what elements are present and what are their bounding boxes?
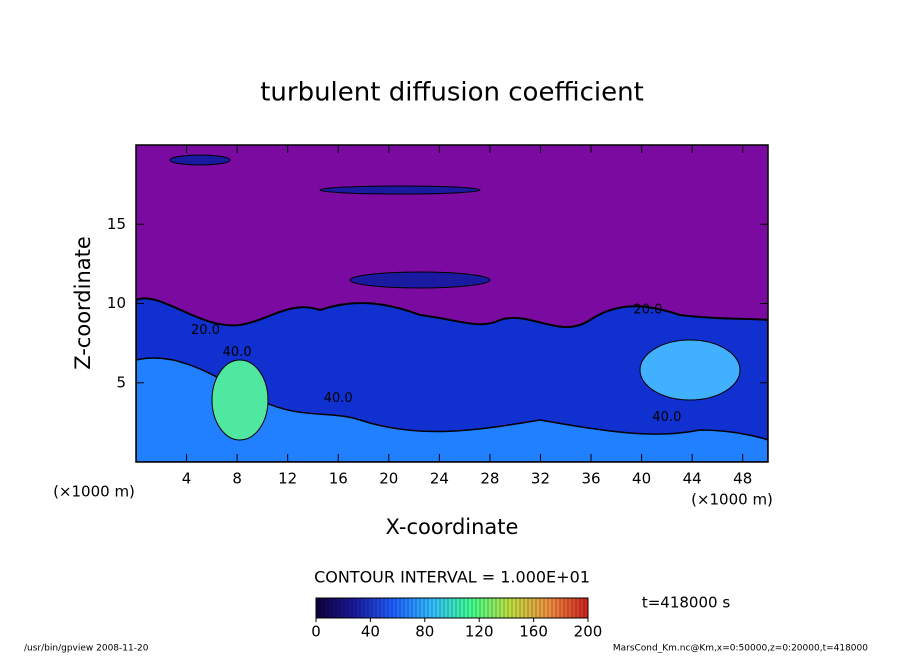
y-tick-label: 15	[107, 215, 126, 233]
field-blob	[349, 271, 491, 289]
x-tick-label: 16	[329, 470, 348, 488]
colorbar-tick-label: 120	[465, 623, 494, 641]
field-blob	[319, 185, 481, 195]
footer-right: MarsCond_Km.nc@Km,x=0:50000,z=0:20000,t=…	[613, 644, 868, 654]
field-blob	[211, 359, 269, 441]
x-tick-label: 36	[581, 470, 600, 488]
colorbar-tick-label: 200	[574, 623, 603, 641]
contour-label: 20.0	[633, 302, 662, 317]
x-tick-label: 8	[232, 470, 242, 488]
colorbar-tick-label: 40	[361, 623, 380, 641]
y-axis-label: Z-coordinate	[71, 236, 95, 370]
chart-title: turbulent diffusion coefficient	[260, 78, 644, 108]
x-tick-label: 40	[632, 470, 651, 488]
x-tick-label: 24	[430, 470, 449, 488]
contour-label: 20.0	[191, 323, 220, 338]
x-unit: (×1000 m)	[53, 483, 135, 501]
colorbar-tick-label: 0	[311, 623, 321, 641]
x-tick-label: 4	[182, 470, 192, 488]
contour-label: 40.0	[324, 391, 353, 406]
footer-left: /usr/bin/gpview 2008-11-20	[24, 644, 149, 654]
contour-interval: CONTOUR INTERVAL = 1.000E+01	[314, 568, 590, 587]
field-blob	[639, 339, 741, 401]
time-label: t=418000 s	[642, 594, 730, 612]
field	[136, 145, 768, 462]
x-tick-label: 32	[531, 470, 550, 488]
x-tick-label: 20	[379, 470, 398, 488]
x-tick-label: 28	[480, 470, 499, 488]
colorbar-tick-label: 80	[415, 623, 434, 641]
field-blob	[169, 154, 231, 166]
y-tick-label: 5	[116, 373, 126, 391]
colorbar-tick-label: 160	[519, 623, 548, 641]
contour-label: 40.0	[223, 345, 252, 360]
x-axis-label: X-coordinate	[386, 515, 519, 539]
x-tick-label: 48	[733, 470, 752, 488]
y-tick-label: 10	[107, 294, 126, 312]
x-unit: (×1000 m)	[691, 491, 773, 509]
x-tick-label: 12	[278, 470, 297, 488]
x-tick-label: 44	[683, 470, 702, 488]
contour-label: 40.0	[652, 410, 681, 425]
